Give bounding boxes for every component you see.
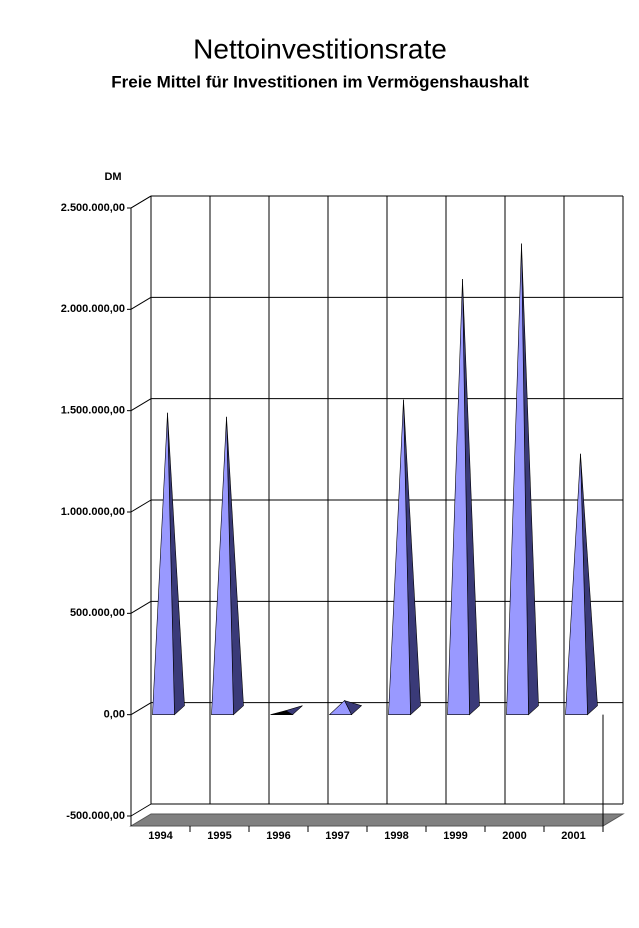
y-tick-label: 2.000.000,00 bbox=[61, 303, 125, 315]
pyramid bbox=[211, 416, 244, 716]
chart-subtitle: Freie Mittel für Investitionen im Vermög… bbox=[111, 72, 529, 91]
pyramid bbox=[328, 700, 363, 716]
y-tick-label: 2.500.000,00 bbox=[61, 202, 125, 214]
x-tick-label: 1996 bbox=[266, 830, 290, 842]
pyramid bbox=[270, 705, 303, 716]
pyramid bbox=[388, 399, 421, 716]
y-tick-label: 1.000.000,00 bbox=[61, 506, 125, 518]
grid-line bbox=[130, 499, 152, 513]
y-axis-label: DM bbox=[104, 171, 121, 183]
grid-line bbox=[130, 600, 152, 614]
pyramid-front bbox=[211, 416, 234, 715]
pyramid-front bbox=[328, 700, 352, 715]
x-tick-label: 1995 bbox=[207, 830, 231, 842]
pyramid-front bbox=[388, 399, 411, 715]
x-tick-label: 1999 bbox=[443, 830, 467, 842]
pyramid-front bbox=[447, 279, 470, 715]
y-tick-label: 1.500.000,00 bbox=[61, 405, 125, 417]
grid-line bbox=[130, 803, 152, 817]
x-tick-label: 1997 bbox=[325, 830, 349, 842]
pyramid bbox=[565, 453, 598, 716]
pyramid bbox=[447, 279, 480, 716]
pyramid bbox=[152, 412, 185, 716]
pyramid-front bbox=[270, 710, 294, 715]
x-tick-label: 2001 bbox=[561, 830, 585, 842]
grid-line bbox=[130, 398, 152, 412]
y-tick-label: -500.000,00 bbox=[66, 810, 125, 822]
pyramid-front bbox=[152, 412, 175, 715]
y-tick-label: 0,00 bbox=[104, 709, 125, 721]
x-tick-label: 1998 bbox=[384, 830, 408, 842]
grid-line bbox=[130, 195, 152, 209]
floor bbox=[129, 813, 625, 827]
grid-line bbox=[130, 296, 152, 310]
chart-title: Nettoinvestitionsrate bbox=[193, 33, 447, 64]
x-tick-label: 1994 bbox=[148, 830, 173, 842]
grid-line bbox=[130, 702, 152, 716]
y-tick-label: 500.000,00 bbox=[70, 607, 125, 619]
x-tick-label: 2000 bbox=[502, 830, 526, 842]
pyramid-front bbox=[506, 243, 529, 715]
pyramid bbox=[506, 243, 539, 716]
pyramid-front bbox=[565, 453, 588, 715]
